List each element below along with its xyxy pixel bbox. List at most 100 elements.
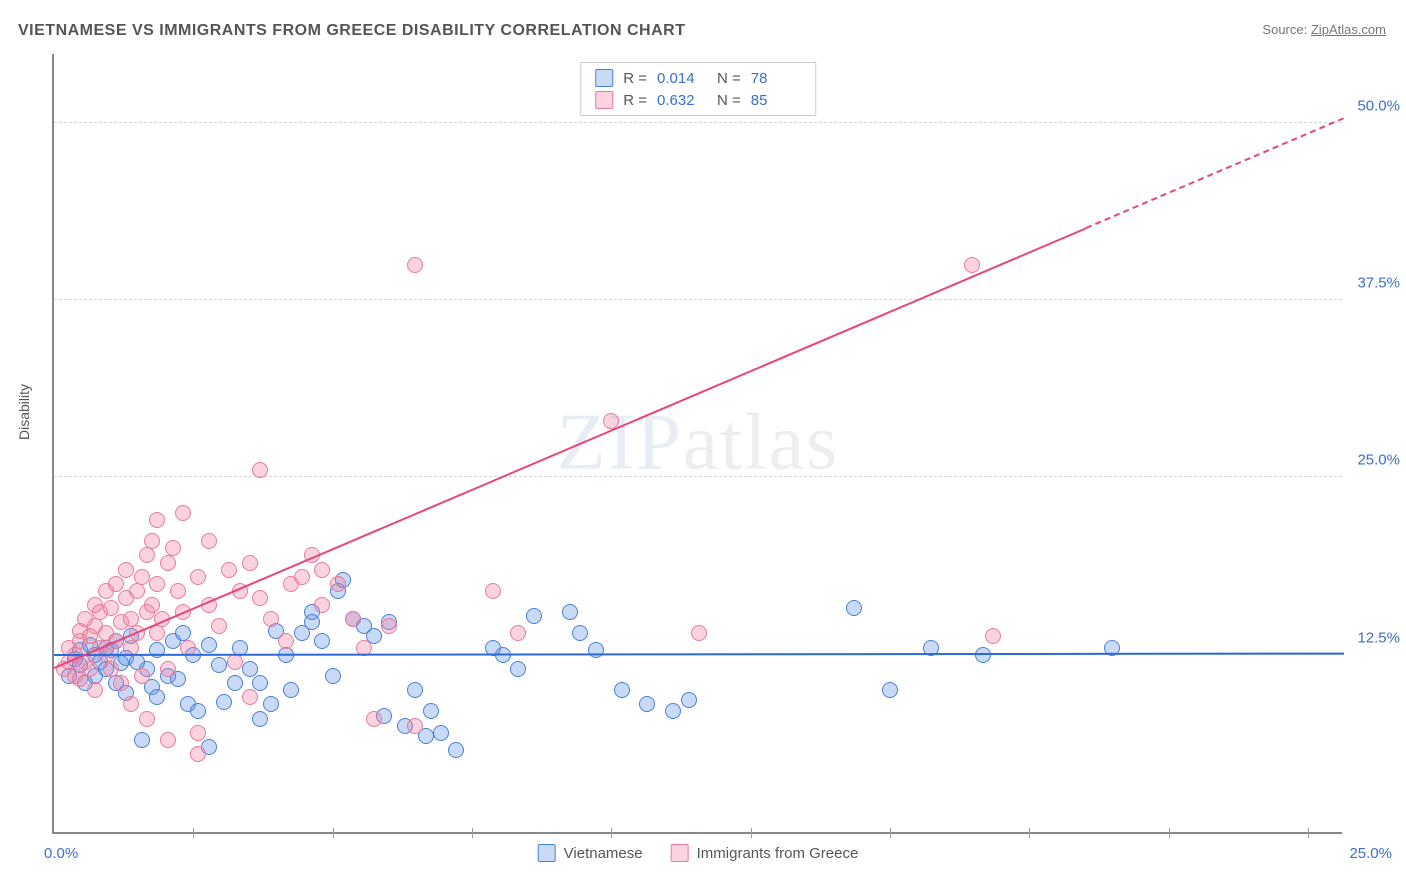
data-point (175, 505, 191, 521)
data-point (134, 668, 150, 684)
source-credit: Source: ZipAtlas.com (1262, 22, 1386, 37)
data-point (103, 661, 119, 677)
data-point (614, 682, 630, 698)
data-point (562, 604, 578, 620)
x-tick (333, 828, 334, 838)
chart-title: VIETNAMESE VS IMMIGRANTS FROM GREECE DIS… (18, 22, 685, 40)
data-point (216, 694, 232, 710)
x-tick (611, 828, 612, 838)
data-point (144, 597, 160, 613)
data-point (134, 569, 150, 585)
y-axis-label: Disability (16, 384, 32, 440)
data-point (304, 614, 320, 630)
gridline (54, 122, 1342, 123)
data-point (190, 703, 206, 719)
data-point (485, 583, 501, 599)
data-point (160, 555, 176, 571)
data-point (144, 533, 160, 549)
data-point (325, 668, 341, 684)
data-point (149, 625, 165, 641)
data-point (129, 583, 145, 599)
data-point (139, 711, 155, 727)
trend-line (1086, 117, 1345, 229)
r-value-a: 0.014 (657, 70, 707, 87)
x-axis-max-label: 25.0% (1349, 845, 1392, 862)
data-point (846, 600, 862, 616)
series-legend: Vietnamese Immigrants from Greece (538, 844, 859, 862)
data-point (588, 642, 604, 658)
x-tick (193, 828, 194, 838)
data-point (113, 675, 129, 691)
plot-area: ZIPatlas R = 0.014 N = 78 R = 0.632 N = … (52, 54, 1342, 834)
data-point (242, 555, 258, 571)
r-label-a: R = (623, 70, 647, 87)
legend-row-a: R = 0.014 N = 78 (581, 67, 815, 89)
data-point (572, 625, 588, 641)
trend-line (54, 227, 1087, 668)
correlation-legend: R = 0.014 N = 78 R = 0.632 N = 85 (580, 62, 816, 116)
data-point (510, 661, 526, 677)
data-point (985, 628, 1001, 644)
trend-line (54, 653, 1344, 656)
x-tick (1029, 828, 1030, 838)
data-point (149, 689, 165, 705)
data-point (211, 618, 227, 634)
data-point (252, 462, 268, 478)
n-value-a: 78 (751, 70, 801, 87)
data-point (283, 682, 299, 698)
data-point (510, 625, 526, 641)
x-axis-min-label: 0.0% (44, 845, 78, 862)
x-tick (1308, 828, 1309, 838)
data-point (345, 611, 361, 627)
data-point (665, 703, 681, 719)
data-point (118, 562, 134, 578)
legend-swatch-b-icon (671, 844, 689, 862)
y-tick-label: 12.5% (1357, 629, 1400, 646)
data-point (252, 675, 268, 691)
legend-swatch-a-icon (538, 844, 556, 862)
data-point (134, 732, 150, 748)
data-point (160, 732, 176, 748)
data-point (242, 689, 258, 705)
data-point (227, 654, 243, 670)
data-point (139, 547, 155, 563)
data-point (294, 569, 310, 585)
data-point (252, 590, 268, 606)
data-point (149, 576, 165, 592)
n-label-b: N = (717, 92, 741, 109)
watermark: ZIPatlas (557, 398, 840, 489)
gridline (54, 476, 1342, 477)
data-point (526, 608, 542, 624)
y-tick-label: 37.5% (1357, 275, 1400, 292)
r-value-b: 0.632 (657, 92, 707, 109)
r-label-b: R = (623, 92, 647, 109)
data-point (330, 576, 346, 592)
data-point (433, 725, 449, 741)
data-point (160, 661, 176, 677)
legend-item-a: Vietnamese (538, 844, 643, 862)
data-point (103, 600, 119, 616)
data-point (882, 682, 898, 698)
gridline (54, 299, 1342, 300)
data-point (314, 633, 330, 649)
legend-row-b: R = 0.632 N = 85 (581, 89, 815, 111)
legend-label-a: Vietnamese (564, 845, 643, 862)
watermark-thin: atlas (683, 399, 840, 487)
data-point (170, 583, 186, 599)
data-point (165, 540, 181, 556)
x-tick (1169, 828, 1170, 838)
data-point (211, 657, 227, 673)
data-point (366, 711, 382, 727)
data-point (123, 696, 139, 712)
n-label-a: N = (717, 70, 741, 87)
data-point (423, 703, 439, 719)
source-link[interactable]: ZipAtlas.com (1311, 22, 1386, 37)
data-point (201, 637, 217, 653)
data-point (190, 725, 206, 741)
swatch-b-icon (595, 91, 613, 109)
data-point (691, 625, 707, 641)
data-point (82, 661, 98, 677)
data-point (221, 562, 237, 578)
data-point (87, 682, 103, 698)
data-point (190, 569, 206, 585)
